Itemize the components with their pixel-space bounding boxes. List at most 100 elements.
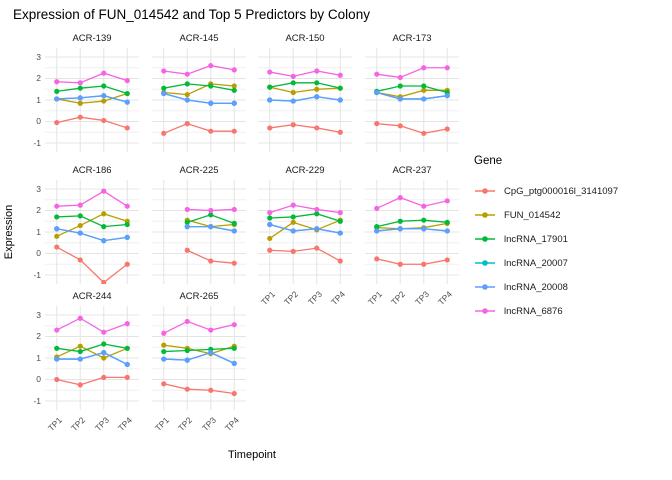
facet-panel [258,48,352,152]
chart-title: Expression of FUN_014542 and Top 5 Predi… [13,7,370,22]
y-tick-label: 3 [36,309,41,320]
data-point [184,386,190,392]
y-tick-label: 0 [36,248,41,258]
data-point [397,96,403,102]
data-point [54,203,60,209]
facet-title: ACR-150 [285,33,325,44]
data-point [54,226,60,232]
data-point [161,85,167,91]
data-point [54,327,60,333]
data-point [444,219,450,225]
facet-title: ACR-186 [72,165,112,176]
data-point [184,219,190,225]
data-point [337,129,343,135]
data-point [290,98,296,104]
data-point [290,228,296,234]
data-point [314,125,320,131]
data-point [184,247,190,253]
y-tick-label: 1 [36,94,41,105]
facet-panel [152,48,246,152]
data-point [231,100,237,106]
data-point [77,80,83,86]
data-point [54,345,60,351]
data-point [124,99,130,105]
y-tick-label: -1 [33,137,41,148]
data-point [421,203,427,209]
legend-item-label: lncRNA_20008 [504,281,568,293]
data-point [397,74,403,81]
data-point [161,348,167,355]
data-point [337,258,343,264]
data-point [124,345,130,351]
data-point [208,63,214,69]
data-point [397,226,403,232]
legend-item-label: CpG_ptg000016l_3141097 [504,185,619,197]
facet-title: ACR-173 [392,33,432,44]
data-point [267,210,273,216]
y-tick-label: 1 [36,226,41,237]
data-point [314,211,320,217]
data-point [290,202,296,208]
data-point [124,78,130,84]
legend-item-label: lncRNA_17901 [504,233,568,245]
data-point [231,128,237,134]
data-point [444,198,450,204]
data-point [444,65,450,71]
data-point [184,81,190,87]
data-point [290,89,296,96]
data-point [444,93,450,99]
data-point [314,94,320,100]
data-point [267,84,273,90]
data-point [124,261,130,267]
data-point [267,215,273,221]
data-point [184,71,190,77]
data-point [161,90,167,97]
facet-title: ACR-225 [179,165,219,176]
data-point [161,68,167,74]
data-point [54,96,60,102]
data-point [101,93,107,99]
data-point [290,219,296,225]
legend-item: lncRNA_20007 [474,251,618,275]
data-point [101,350,107,356]
data-point [290,73,296,79]
data-point [101,341,107,347]
data-point [101,188,107,194]
data-point [421,96,427,102]
facet-panel [152,306,246,410]
data-point [101,211,107,217]
data-point [54,88,60,94]
data-point [231,83,237,89]
y-tick-label: 0 [36,116,41,126]
data-point [208,258,214,264]
data-point [77,85,83,91]
data-point [444,257,450,263]
facet-title: ACR-145 [179,33,219,44]
data-point [184,347,190,354]
data-point [337,85,343,91]
data-point [184,97,190,103]
legend-item-label: lncRNA_20007 [504,257,568,269]
legend-item: lncRNA_6876 [474,299,618,323]
facet-panel [152,180,246,284]
data-point [54,244,60,250]
data-point [337,218,343,224]
data-point [397,195,403,201]
y-axis-title: Expression [3,204,15,260]
data-point [421,83,427,89]
data-point [101,83,107,89]
data-point [314,86,320,92]
data-point [77,257,83,263]
legend-key-icon [475,236,495,242]
data-point [101,70,107,76]
data-point [374,224,380,230]
data-point [101,224,107,230]
y-tick-label: 2 [36,205,41,215]
data-point [421,87,427,93]
data-point [374,71,380,77]
data-point [231,322,237,328]
y-tick-label: 2 [36,331,41,341]
data-point [101,98,107,104]
y-tick-label: -1 [33,395,41,406]
data-point [231,67,237,73]
